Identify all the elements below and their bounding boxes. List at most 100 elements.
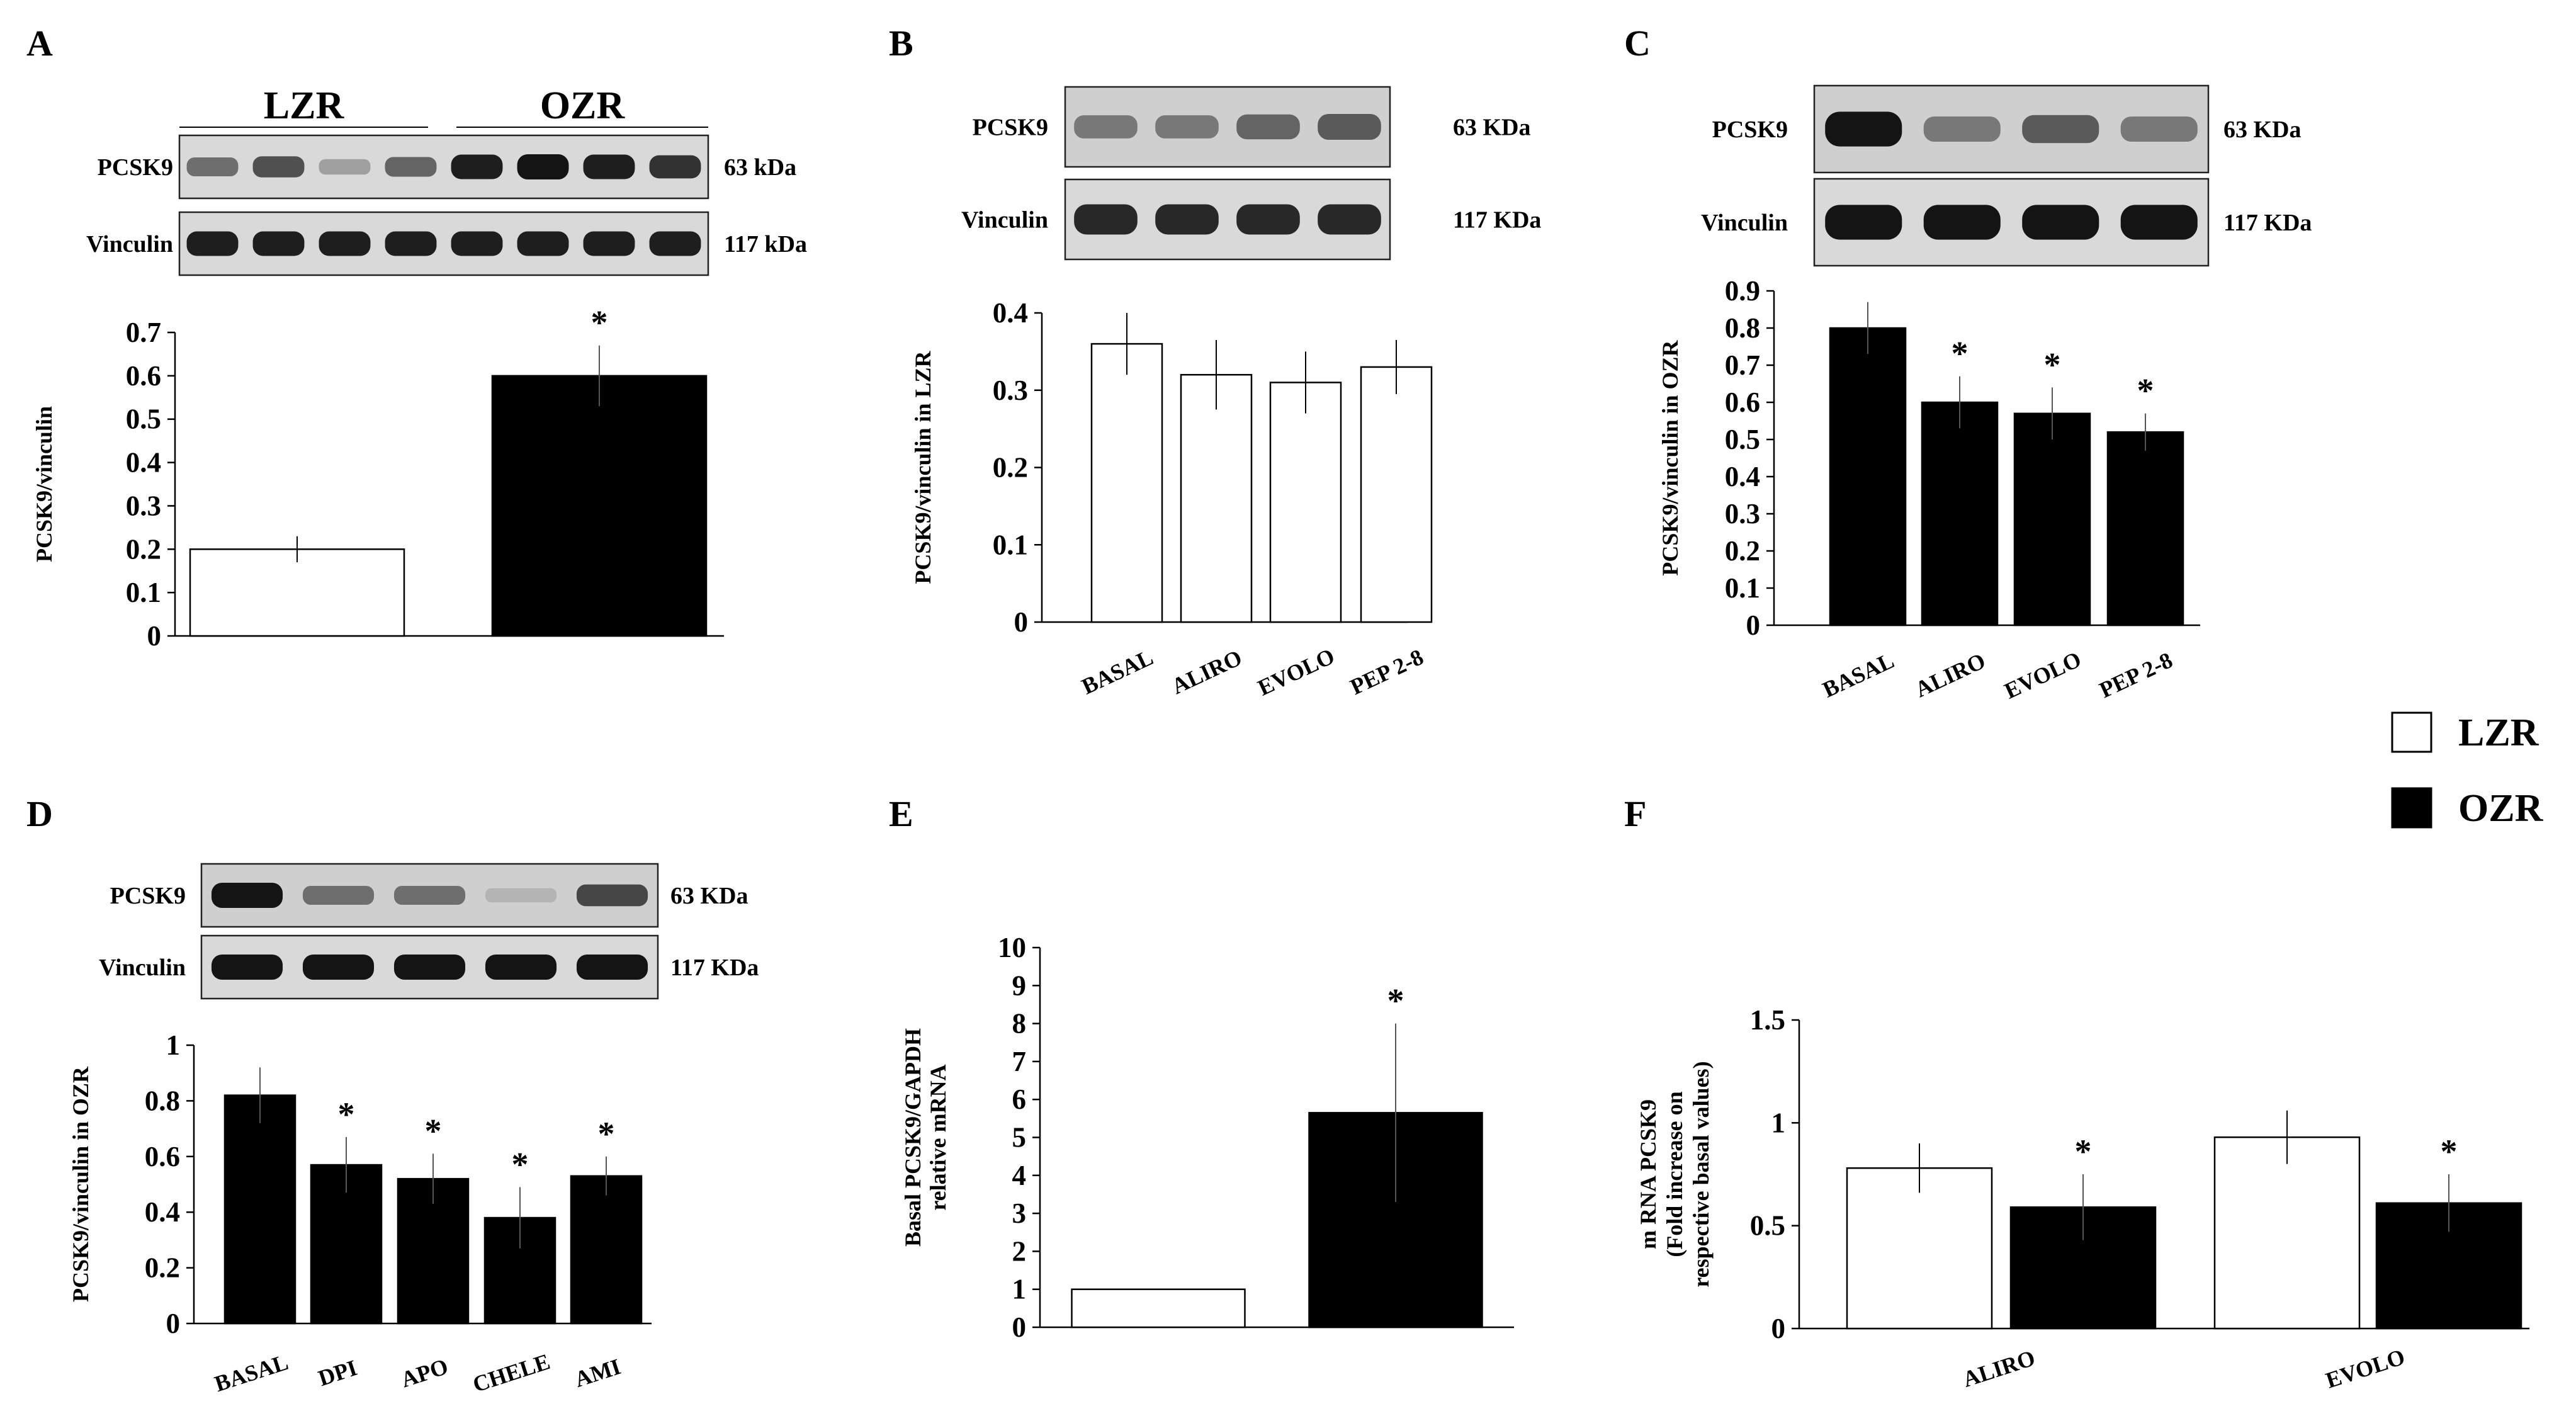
panel-label: A: [26, 23, 53, 64]
bar: [1360, 366, 1433, 623]
x-tick-label: BASAL: [212, 1349, 291, 1397]
blot-protein-label: Vinculin: [1701, 210, 1788, 236]
y-tick-label: 0.7: [1725, 349, 1760, 381]
significance-star: *: [2137, 372, 2154, 410]
blot-band: [302, 955, 375, 980]
blot-size-label: 117 kDa: [724, 231, 807, 258]
blot-size-label: 63 KDa: [2223, 116, 2302, 143]
legend: LZR OZR: [2391, 711, 2544, 830]
y-tick-label: 3: [1012, 1198, 1027, 1229]
blot-band: [186, 231, 239, 256]
y-axis-label: m RNA PCSK9: [1635, 1099, 1661, 1249]
blot-band: [252, 156, 305, 178]
chart-panel-f: F 0 0.5 1 1.5 m RNA PCSK9 (Fold increase on res…: [1624, 793, 2529, 1393]
y-axis-label: PCSK9/vinculin in OZR: [68, 1066, 93, 1302]
y-tick-label: 0.8: [145, 1085, 180, 1116]
blot-band: [1923, 116, 2001, 142]
blot-band: [1074, 204, 1138, 235]
y-tick-label: 0: [166, 1308, 181, 1339]
blot-band: [385, 157, 437, 177]
blot-band: [211, 883, 283, 908]
blot-band: [1825, 205, 1902, 240]
y-axis-label: PCSK9/vinculin in LZR: [910, 350, 935, 584]
significance-star: *: [2075, 1133, 2092, 1170]
bar: [2213, 1136, 2361, 1330]
x-tick-label: ALIRO: [1960, 1345, 2038, 1392]
blot-band: [649, 231, 701, 256]
bar: [1921, 401, 1999, 626]
chart-panel-c-blot: PCSK9 63 KDa Vinculin 117 KDa: [1701, 84, 2312, 267]
y-tick-label: 0.4: [1725, 461, 1760, 492]
blot-band: [319, 159, 371, 175]
y-axis-label: PCSK9/vinculin: [31, 406, 57, 562]
y-axis-label: (Fold increase on: [1662, 1091, 1687, 1257]
y-tick-label: 1: [1771, 1107, 1786, 1138]
y-tick-label: 0.1: [993, 529, 1028, 560]
y-tick-label: 7: [1012, 1046, 1027, 1077]
bar: [189, 548, 405, 637]
chart-panel-d-blot: PCSK9 63 KDa Vinculin 117 KDa: [99, 863, 759, 1000]
blot-band: [576, 884, 648, 907]
bar: [2106, 431, 2184, 626]
y-tick-label: 0.5: [1750, 1210, 1785, 1242]
y-tick-label: 9: [1012, 970, 1027, 1001]
blot-band: [576, 955, 648, 980]
y-tick-label: 0.2: [145, 1252, 180, 1284]
blot-band: [517, 231, 569, 256]
y-tick-label: 0.5: [126, 404, 161, 435]
y-tick-label: 1: [166, 1029, 181, 1061]
chart-panel-a-blot: PCSK9 63 kDa Vinculin 117 kDa LZR OZR: [86, 84, 807, 276]
legend-swatch-lzr: [2391, 711, 2432, 753]
x-tick-label: CHELE: [470, 1349, 553, 1397]
x-tick-label: EVOLO: [1254, 643, 1338, 701]
y-tick-label: 10: [998, 932, 1026, 963]
significance-star: *: [338, 1096, 355, 1133]
bar: [223, 1094, 297, 1325]
y-tick-label: 0.1: [126, 577, 161, 608]
x-tick-label: PEP 2-8: [2096, 647, 2176, 703]
y-tick-label: 0.6: [126, 360, 161, 392]
y-tick-label: 0.6: [145, 1141, 180, 1172]
blot-size-label: 63 KDa: [1453, 115, 1531, 141]
y-tick-label: 5: [1012, 1122, 1027, 1153]
y-tick-label: 0.6: [1725, 387, 1760, 418]
y-tick-label: 4: [1012, 1160, 1027, 1191]
blot-band: [1825, 111, 1902, 147]
y-tick-label: 0.3: [1725, 498, 1760, 530]
y-tick-label: 6: [1012, 1084, 1027, 1115]
blot-band: [385, 231, 437, 256]
y-tick-label: 0.4: [126, 447, 161, 479]
blot-band: [485, 888, 557, 903]
blot-band: [1236, 204, 1300, 235]
bar: [2013, 412, 2091, 626]
x-tick-label: EVOLO: [2001, 647, 2085, 704]
y-axis-label: PCSK9/vinculin in OZR: [1658, 339, 1683, 575]
x-tick-label: BASAL: [1078, 645, 1157, 700]
blot-protein-label: Vinculin: [961, 207, 1048, 234]
blot-protein-label: PCSK9: [110, 883, 186, 909]
panel-label: B: [889, 23, 913, 64]
blot-band: [2120, 205, 2198, 240]
blot-protein-label: PCSK9: [98, 154, 173, 181]
blot-band: [1074, 115, 1138, 139]
blot-protein-label: PCSK9: [1712, 116, 1788, 143]
panel-label: D: [26, 793, 53, 834]
blot-band: [485, 955, 557, 980]
blot-band: [1318, 113, 1381, 140]
bar: [1269, 382, 1342, 623]
significance-star: *: [598, 1115, 615, 1153]
chart-panel-b: B 0 0.1 0.2 0.3 0.4 PCSK9/vinculin in LZR BASAL…: [889, 23, 1433, 701]
y-axis-label: respective basal values): [1688, 1061, 1714, 1287]
x-tick-label: ALIRO: [1168, 645, 1246, 699]
blot-size-label: 117 KDa: [1453, 207, 1541, 234]
blot-size-label: 63 KDa: [670, 883, 749, 909]
bar: [570, 1175, 643, 1325]
x-tick-label: DPI: [315, 1355, 360, 1391]
y-tick-label: 0: [1012, 1312, 1027, 1343]
blot-band: [1155, 115, 1219, 139]
blot-band: [583, 154, 635, 179]
x-tick-label: EVOLO: [2323, 1344, 2408, 1393]
y-tick-label: 2: [1012, 1235, 1027, 1267]
blot-protein-label: PCSK9: [973, 115, 1048, 141]
